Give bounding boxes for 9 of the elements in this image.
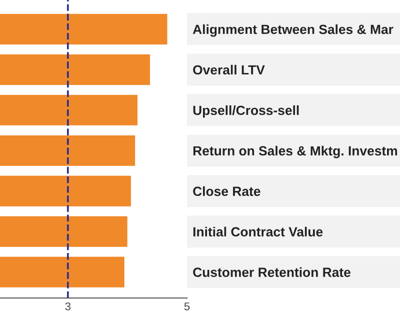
y-tick-label: Customer Retention Rate [193, 267, 350, 277]
y-tick-label: Close Rate [193, 186, 260, 196]
y-tick-label: Overall LTV [193, 64, 265, 75]
y-tick-label: Initial Contract Value [193, 226, 323, 237]
y-tick-label: Alignment Between Sales & Mar [192, 24, 394, 37]
x-tick-label: 3 [65, 302, 70, 310]
y-tick-label: Return on Sales & Mktg. Investm [193, 146, 398, 158]
x-tick-label: 5 [184, 302, 190, 310]
y-tick-label: Upsell/Cross-sell [193, 105, 299, 118]
